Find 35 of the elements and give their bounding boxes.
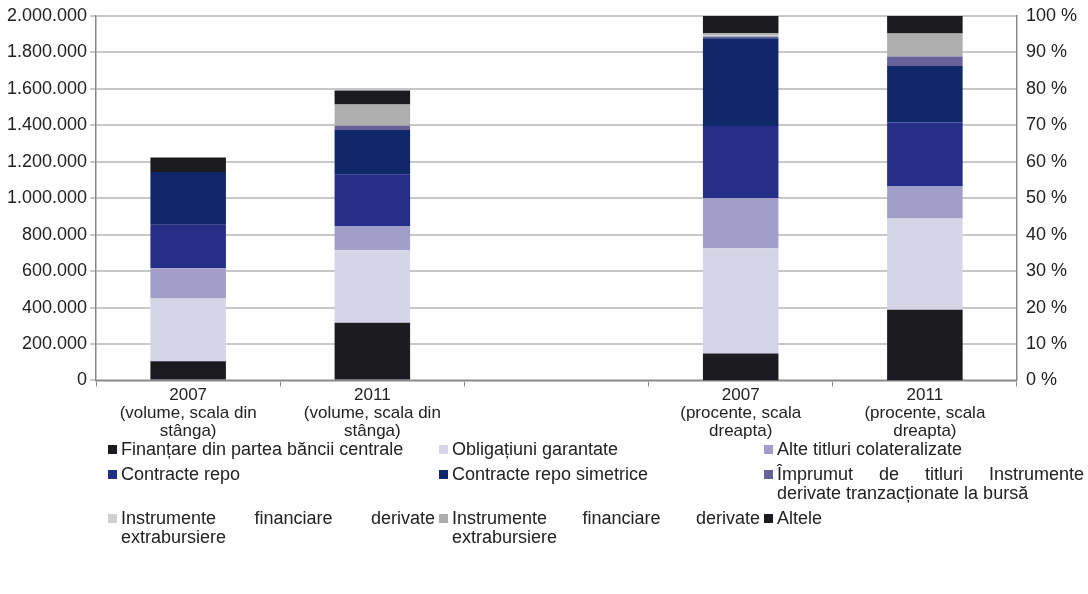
legend-label: Obligațiuni garantate xyxy=(452,439,620,459)
x-tick-label: 2011 (volume, scala din stânga) xyxy=(303,385,441,440)
y-tick-label: 1.400.000 xyxy=(7,114,88,135)
y-tick-label: 1.200.000 xyxy=(7,150,88,171)
legend-label: Instrumente financiare derivate extrabursiere xyxy=(121,508,436,547)
legend-label: Alte titluri colateralizate xyxy=(777,439,964,459)
y-tick-label: 400.000 xyxy=(22,296,88,317)
legend-label: Contracte repo xyxy=(121,464,242,484)
legend-label: Finanțare din partea băncii centrale xyxy=(121,439,405,459)
y-tick-label: 200.000 xyxy=(22,332,88,353)
y2-tick-label: 40 % xyxy=(1025,223,1067,244)
y-tick-label: 2.000.000 xyxy=(7,4,88,25)
y2-tick-label: 90 % xyxy=(1025,41,1067,62)
y-tick-label: 1.600.000 xyxy=(7,77,88,98)
y2-tick-label: 30 % xyxy=(1025,260,1067,281)
x-tick-label: 2011 (procente, scala dreapta) xyxy=(864,385,986,440)
y2-tick-label: 20 % xyxy=(1025,296,1067,317)
y-tick-label: 1.800.000 xyxy=(7,41,88,62)
y2-tick-label: 50 % xyxy=(1025,187,1067,208)
x-tick-label: 2007 (procente, scala dreapta) xyxy=(680,385,802,440)
y-tick-label: 1.000.000 xyxy=(7,187,88,208)
y2-tick-label: 60 % xyxy=(1025,150,1067,171)
y-tick-label: 0 xyxy=(77,369,88,390)
y2-tick-label: 100 % xyxy=(1025,4,1078,25)
y-tick-label: 800.000 xyxy=(22,223,88,244)
legend-label: Altele xyxy=(777,508,824,528)
y2-tick-label: 10 % xyxy=(1025,332,1067,353)
x-tick-label: 2007 (volume, scala din stânga) xyxy=(119,385,257,440)
legend-label: Contracte repo simetrice xyxy=(452,464,650,484)
y-tick-label: 600.000 xyxy=(22,260,88,281)
y2-tick-label: 80 % xyxy=(1025,77,1067,98)
y2-tick-label: 70 % xyxy=(1025,114,1067,135)
y2-tick-label: 0 % xyxy=(1025,369,1057,390)
legend-label: Instrumente financiare derivate extrabursiere xyxy=(452,508,761,547)
legend-label: Împrumut de titluri Instrumente derivate tranzacționate la bursă xyxy=(777,464,1085,503)
